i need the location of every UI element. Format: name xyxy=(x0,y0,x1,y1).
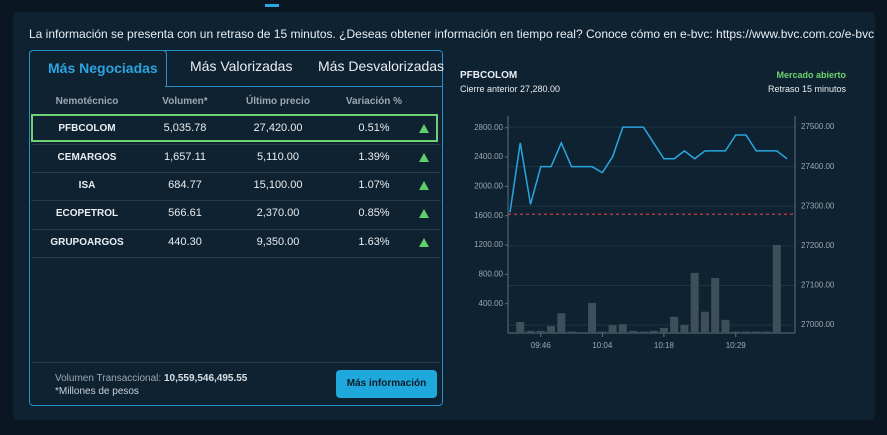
up-arrow xyxy=(419,209,429,218)
row-divider xyxy=(31,144,441,145)
delay: Retraso 15 minutos xyxy=(767,84,846,94)
row-divider xyxy=(31,172,441,173)
bar xyxy=(762,331,771,333)
cell: 2,370.00 xyxy=(256,207,300,219)
tab[interactable]: Más Desvalorizadas xyxy=(318,58,445,74)
notice: La información se presenta con un retras… xyxy=(29,27,875,41)
bar xyxy=(772,245,781,333)
y2-tick-label: 27400.00 xyxy=(801,162,835,171)
bar xyxy=(536,330,545,333)
cell: 0.51% xyxy=(358,122,390,134)
price-line xyxy=(509,126,788,213)
active-tab-box xyxy=(29,50,167,87)
cell: 0.85% xyxy=(358,207,390,219)
bar xyxy=(752,331,761,333)
bar xyxy=(629,330,638,333)
row-highlight xyxy=(31,114,438,142)
bar xyxy=(680,324,689,333)
bar xyxy=(608,324,617,333)
x-tick-label: 10:18 xyxy=(654,341,675,350)
more-info-button[interactable]: Más información xyxy=(336,370,437,398)
cell: 27,420.00 xyxy=(253,122,303,134)
bar xyxy=(598,331,607,333)
bar xyxy=(516,322,525,333)
up-arrow xyxy=(419,124,429,133)
row-divider xyxy=(31,229,441,230)
cell: ISA xyxy=(78,180,96,191)
volume-total: Volumen Transaccional: 10,559,546,495.55 xyxy=(55,373,247,384)
bar xyxy=(567,331,576,333)
y-tick-label: 2400.00 xyxy=(474,152,503,161)
y2-tick-label: 27100.00 xyxy=(801,281,835,290)
row-divider xyxy=(31,200,441,201)
bar xyxy=(721,319,730,333)
y-tick-label: 800.00 xyxy=(479,269,504,278)
cell: 5,110.00 xyxy=(256,151,300,163)
table-card xyxy=(29,50,443,406)
cell: PFBCOLOM xyxy=(58,123,116,134)
column-header: Variación % xyxy=(345,96,403,107)
bar xyxy=(670,316,679,333)
cell: 1,657.11 xyxy=(163,151,207,163)
bar xyxy=(557,313,566,333)
y-tick-label: 1200.00 xyxy=(474,240,503,249)
cell: 440.30 xyxy=(168,236,202,248)
cell: 1.39% xyxy=(358,151,390,163)
market-status: Mercado abierto xyxy=(776,70,846,80)
bar xyxy=(690,272,699,333)
cell: 15,100.00 xyxy=(253,179,303,191)
cell: 1.07% xyxy=(358,179,390,191)
y-tick-label: 2000.00 xyxy=(474,181,503,190)
bar xyxy=(741,331,750,333)
bar xyxy=(588,302,597,333)
cell: 9,350.00 xyxy=(256,236,300,248)
bar xyxy=(649,330,658,333)
y2-tick-label: 27500.00 xyxy=(801,122,835,131)
value: 10,559,546,495.55 xyxy=(163,373,248,384)
chart-symbol: PFBCOLOM xyxy=(460,70,518,81)
cell: CEMARGOS xyxy=(57,152,117,163)
bar xyxy=(659,327,668,333)
y2-tick-label: 27000.00 xyxy=(801,320,835,329)
y2-tick-label: 27300.00 xyxy=(801,201,835,210)
tab-line xyxy=(165,86,442,87)
previous-close: Cierre anterior 27,280.00 xyxy=(460,84,561,94)
bar xyxy=(639,331,648,333)
cell: 566.61 xyxy=(168,207,202,219)
y-tick-label: 400.00 xyxy=(479,299,504,308)
up-arrow xyxy=(419,238,429,247)
cell: 5,035.78 xyxy=(163,122,207,134)
x-tick-label: 10:29 xyxy=(726,341,747,350)
cell: GRUPOARGOS xyxy=(50,237,124,248)
up-arrow xyxy=(419,153,429,162)
column-header: Nemotécnico xyxy=(55,96,119,107)
bar xyxy=(700,311,709,333)
row-divider xyxy=(31,257,441,258)
divider xyxy=(31,362,441,363)
bar xyxy=(711,278,720,333)
cell: 684.77 xyxy=(168,179,202,191)
bar xyxy=(547,326,556,333)
up-arrow xyxy=(419,181,429,190)
column-header: Último precio xyxy=(246,96,310,107)
bar xyxy=(731,331,740,333)
y2-tick-label: 27200.00 xyxy=(801,241,835,250)
top-indicator xyxy=(265,4,279,7)
cell: ECOPETROL xyxy=(55,208,119,219)
y-tick-label: 1600.00 xyxy=(474,211,503,220)
tab[interactable]: Más Negociadas xyxy=(48,60,158,76)
note: *Millones de pesos xyxy=(55,386,139,397)
cell: 1.63% xyxy=(358,236,390,248)
bar xyxy=(618,324,627,333)
bar xyxy=(526,330,535,333)
label: Volumen Transaccional: xyxy=(55,373,162,384)
column-header: Volumen* xyxy=(162,96,208,107)
x-tick-label: 10:04 xyxy=(592,341,613,350)
tab[interactable]: Más Valorizadas xyxy=(190,58,293,74)
y-tick-label: 2800.00 xyxy=(474,123,503,132)
x-tick-label: 09:46 xyxy=(531,341,552,350)
